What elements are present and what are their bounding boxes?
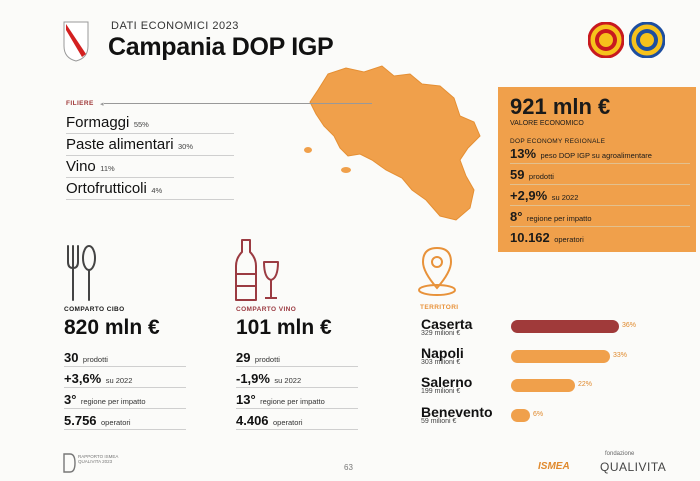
stat-value: 13% [510, 146, 537, 161]
location-pin-icon [415, 244, 459, 300]
regional-stat: 8° regione per impatto [510, 208, 690, 227]
stat-label: operatori [101, 418, 131, 427]
territorio-item: Benevento 59 milioni € [421, 404, 511, 432]
filiera-name: Ortofrutticoli [66, 180, 147, 197]
filiere-arrow-head-icon: ◂ [100, 101, 104, 108]
filiera-pct: 30% [178, 142, 194, 151]
territori-label: TERRITORI [420, 304, 459, 311]
vino-value: 101 mln € [236, 316, 332, 339]
territorio-bar [511, 350, 610, 363]
regional-stat: 59 prodotti [510, 166, 690, 185]
territorio-bar [511, 379, 575, 392]
territorio-bar [511, 320, 619, 333]
territorio-value: 329 milioni € [421, 330, 461, 337]
wine-bottle-glass-icon [234, 238, 282, 302]
stat-value: 13° [236, 392, 256, 407]
regional-stat: +2,9% su 2022 [510, 187, 690, 206]
territorio-pct: 22% [578, 381, 593, 388]
stat-label: regione per impatto [80, 397, 146, 406]
vino-stat: -1,9% su 2022 [236, 370, 358, 388]
header-kicker: DATI ECONOMICI 2023 [111, 20, 239, 32]
vino-stat: 4.406 operatori [236, 412, 358, 430]
cibo-label: COMPARTO CIBO [64, 306, 125, 313]
regional-section-label: DOP ECONOMY REGIONALE [510, 138, 606, 145]
territorio-item: Salerno 199 milioni € [421, 374, 511, 402]
list-item: Paste alimentari 30% [66, 136, 234, 156]
qualivita-small: fondazione [605, 451, 635, 457]
regional-stat: 10.162 operatori [510, 229, 690, 247]
stat-label: regione per impatto [260, 397, 325, 406]
territorio-value: 59 milioni € [421, 418, 457, 425]
regional-summary-box: 921 mln € VALORE ECONOMICO DOP ECONOMY R… [498, 87, 696, 252]
regional-stat: 13% peso DOP IGP su agroalimentare [510, 145, 690, 164]
cibo-value: 820 mln € [64, 316, 160, 339]
filiera-pct: 11% [100, 164, 115, 173]
stat-value: 30 [64, 350, 79, 365]
stat-value: +3,6% [64, 371, 102, 386]
regional-value-label: VALORE ECONOMICO [510, 120, 584, 127]
stat-label: prodotti [82, 355, 108, 364]
territorio-value: 199 milioni € [421, 388, 461, 395]
ismea-logo: ISMEA [538, 461, 570, 472]
stat-label: prodotti [254, 355, 280, 364]
territorio-item: Napoli 303 milioni € [421, 345, 511, 373]
stat-label: su 2022 [105, 376, 133, 385]
stat-value: 29 [236, 350, 251, 365]
cibo-stat: +3,6% su 2022 [64, 370, 186, 388]
stat-value: 10.162 [510, 230, 550, 245]
regional-value: 921 mln € [510, 94, 611, 119]
territorio-name: Napoli [421, 345, 464, 361]
filiere-label: FILIERE [66, 100, 94, 107]
filiere-arrow-line [104, 103, 372, 104]
stat-value: 59 [510, 167, 525, 182]
territorio-value: 303 milioni € [421, 359, 461, 366]
vino-stat: 13° regione per impatto [236, 391, 358, 409]
rapporto-logo: RAPPORTO ISMEA QUALIVITA 2023 [62, 452, 122, 476]
qualivita-logo: QUALIVITA [600, 460, 667, 474]
filiera-name: Formaggi [66, 114, 130, 131]
fork-spoon-icon [64, 244, 98, 302]
rapporto-text: RAPPORTO ISMEA QUALIVITA 2023 [78, 454, 119, 464]
cibo-stat: 5.756 operatori [64, 412, 186, 430]
cibo-stat: 30 prodotti [64, 349, 186, 367]
stat-label: operatori [273, 418, 303, 427]
list-item: Ortofrutticoli 4% [66, 180, 234, 200]
territorio-name: Caserta [421, 316, 473, 332]
stat-value: 8° [510, 209, 523, 224]
campania-map [290, 60, 490, 230]
territorio-pct: 6% [533, 411, 544, 418]
cibo-stat: 3° regione per impatto [64, 391, 186, 409]
stat-value: +2,9% [510, 188, 548, 203]
stat-value: 5.756 [64, 413, 97, 428]
list-item: Vino 11% [66, 158, 234, 178]
territorio-pct: 36% [622, 322, 637, 329]
filiera-name: Vino [66, 158, 96, 175]
territorio-bar [511, 409, 530, 422]
territorio-name: Benevento [421, 404, 493, 420]
vino-label: COMPARTO VINO [236, 306, 297, 313]
igp-seal-icon [628, 21, 666, 59]
stat-label: peso DOP IGP su agroalimentare [540, 151, 652, 160]
list-item: Formaggi 55% [66, 114, 234, 134]
territorio-name: Salerno [421, 374, 473, 390]
vino-stat: 29 prodotti [236, 349, 358, 367]
territorio-item: Caserta 329 milioni € [421, 316, 511, 344]
filiera-name: Paste alimentari [66, 136, 174, 153]
territorio-pct: 33% [613, 352, 628, 359]
stat-label: operatori [554, 235, 584, 244]
stat-value: 4.406 [236, 413, 269, 428]
stat-label: regione per impatto [526, 214, 592, 223]
page-title: Campania DOP IGP [108, 33, 334, 61]
stat-label: su 2022 [551, 193, 579, 202]
stat-label: prodotti [528, 172, 554, 181]
filiera-pct: 4% [151, 186, 163, 195]
dop-seal-icon [587, 21, 625, 59]
filiera-pct: 55% [133, 120, 149, 129]
stat-value: 3° [64, 392, 77, 407]
campania-crest-icon [62, 20, 90, 62]
page-number: 63 [344, 463, 353, 472]
stat-value: -1,9% [236, 371, 270, 386]
stat-label: su 2022 [274, 376, 302, 385]
